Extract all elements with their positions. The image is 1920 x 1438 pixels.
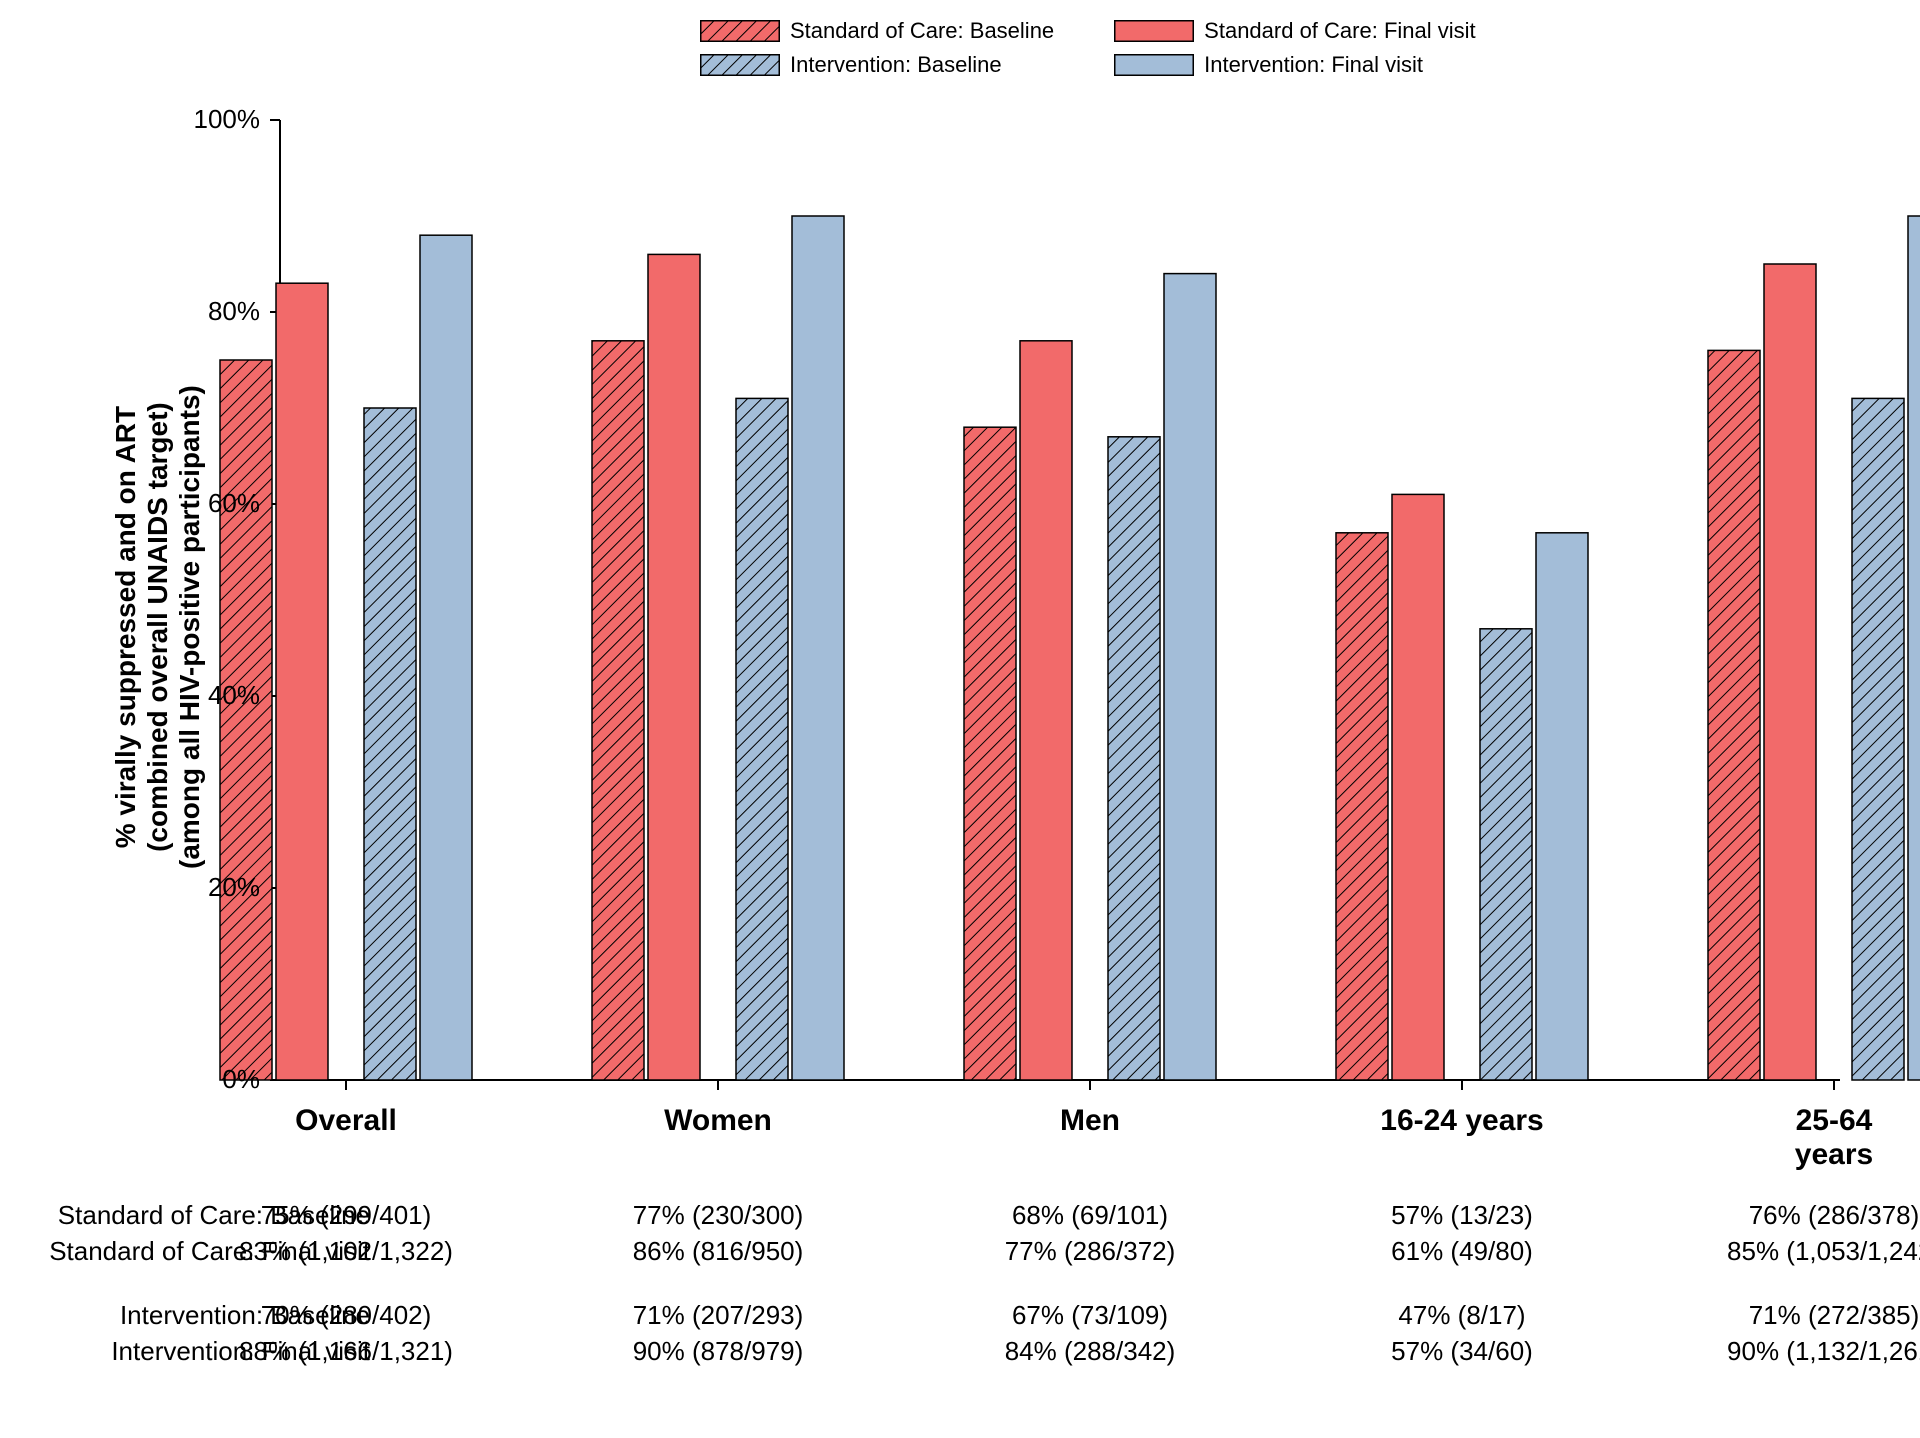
y-tick-label: 20% (180, 872, 260, 903)
table-cell: 57% (34/60) (1391, 1336, 1533, 1367)
y-tick-label: 40% (180, 680, 260, 711)
table-cell: 90% (878/979) (633, 1336, 804, 1367)
category-label: Women (664, 1104, 772, 1138)
table-cell: 90% (1,132/1,261) (1727, 1336, 1920, 1367)
y-tick-label: 100% (180, 104, 260, 135)
category-label: Overall (295, 1104, 397, 1138)
table-cell: 86% (816/950) (633, 1236, 804, 1267)
y-tick-label: 80% (180, 296, 260, 327)
table-cell: 57% (13/23) (1391, 1200, 1533, 1231)
table-cell: 70% (280/402) (261, 1300, 432, 1331)
category-label: 16-24 years (1380, 1104, 1543, 1138)
table-cell: 61% (49/80) (1391, 1236, 1533, 1267)
table-cell: 67% (73/109) (1012, 1300, 1168, 1331)
table-cell: 47% (8/17) (1398, 1300, 1525, 1331)
legend: Standard of Care: Baseline Intervention: … (700, 18, 1476, 78)
table-cell: 75% (299/401) (261, 1200, 432, 1231)
y-tick-label: 60% (180, 488, 260, 519)
table-cell: 71% (207/293) (633, 1300, 804, 1331)
table-cell: 71% (272/385) (1749, 1300, 1920, 1331)
legend-item: Intervention: Final visit (1114, 52, 1475, 78)
table-cell: 77% (286/372) (1005, 1236, 1176, 1267)
y-tick-label: 0% (180, 1064, 260, 1095)
chart-container: Standard of Care: Baseline Intervention: … (0, 0, 1920, 1438)
table-cell: 88% (1,166/1,321) (239, 1336, 453, 1367)
table-cell: 68% (69/101) (1012, 1200, 1168, 1231)
legend-item: Intervention: Baseline (700, 52, 1054, 78)
legend-item: Standard of Care: Baseline (700, 18, 1054, 44)
table-cell: 83% (1,102/1,322) (239, 1236, 453, 1267)
y-axis-label: % virally suppressed and on ART(combined… (110, 385, 207, 869)
table-cell: 77% (230/300) (633, 1200, 804, 1231)
table-cell: 84% (288/342) (1005, 1336, 1176, 1367)
table-cell: 76% (286/378) (1749, 1200, 1920, 1231)
category-label: 25-64 years (1791, 1104, 1877, 1172)
category-label: Men (1060, 1104, 1120, 1138)
legend-item: Standard of Care: Final visit (1114, 18, 1475, 44)
table-cell: 85% (1,053/1,242) (1727, 1236, 1920, 1267)
